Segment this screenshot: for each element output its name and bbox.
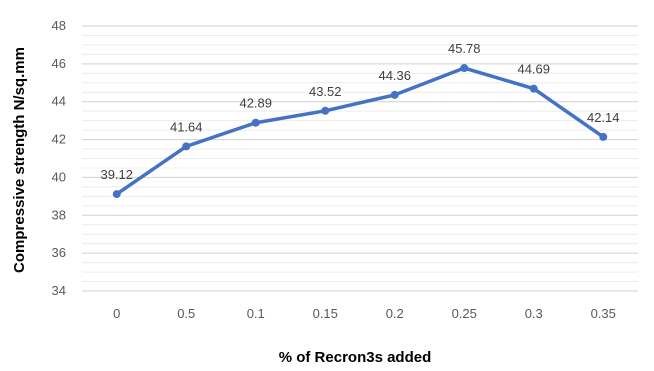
data-point: [529, 84, 538, 93]
data-point: [460, 64, 469, 73]
data-point: [182, 142, 191, 151]
x-tick-label: 0: [113, 306, 120, 321]
x-axis-title: % of Recron3s added: [279, 349, 432, 366]
data-labels: 39.12 41.64 42.89 43.52 44.36 45.78 44.69 42.14: [100, 41, 619, 182]
data-label: 44.36: [378, 68, 411, 83]
series-line-layer: [115, 66, 605, 196]
y-tick-label: 36: [52, 245, 66, 260]
data-points: [112, 64, 608, 199]
data-label: 42.89: [239, 96, 272, 111]
x-tick-label: 0.25: [452, 306, 477, 321]
data-point: [321, 106, 330, 115]
data-label: 45.78: [448, 41, 481, 56]
data-point: [390, 90, 399, 99]
x-tick-label: 0.3: [525, 306, 543, 321]
x-axis-tick-labels: 0 0.5 0.1 0.15 0.2 0.25 0.3 0.35: [113, 306, 616, 321]
x-tick-label: 0.35: [591, 306, 616, 321]
x-tick-label: 0.2: [386, 306, 404, 321]
series-line: [115, 66, 605, 196]
y-tick-label: 34: [52, 283, 66, 298]
data-point: [599, 132, 608, 141]
y-tick-label: 40: [52, 169, 66, 184]
data-label: 44.69: [517, 62, 550, 77]
data-label: 39.12: [100, 167, 133, 182]
data-label: 42.14: [587, 110, 620, 125]
data-label: 43.52: [309, 84, 342, 99]
data-point: [251, 118, 260, 127]
y-tick-label: 48: [52, 18, 66, 33]
gridlines: [82, 25, 638, 292]
data-point: [112, 190, 121, 199]
y-tick-label: 46: [52, 56, 66, 71]
y-tick-label: 38: [52, 207, 66, 222]
x-tick-label: 0.15: [313, 306, 338, 321]
data-label: 41.64: [170, 119, 203, 134]
y-axis-title: Compressive strength N/sq.mm: [11, 47, 28, 273]
y-axis-tick-labels: 34 36 38 40 42 44 46 48: [52, 18, 66, 298]
x-tick-label: 0.5: [177, 306, 195, 321]
x-tick-label: 0.1: [247, 306, 265, 321]
y-tick-label: 44: [52, 94, 66, 109]
y-tick-label: 42: [52, 132, 66, 147]
